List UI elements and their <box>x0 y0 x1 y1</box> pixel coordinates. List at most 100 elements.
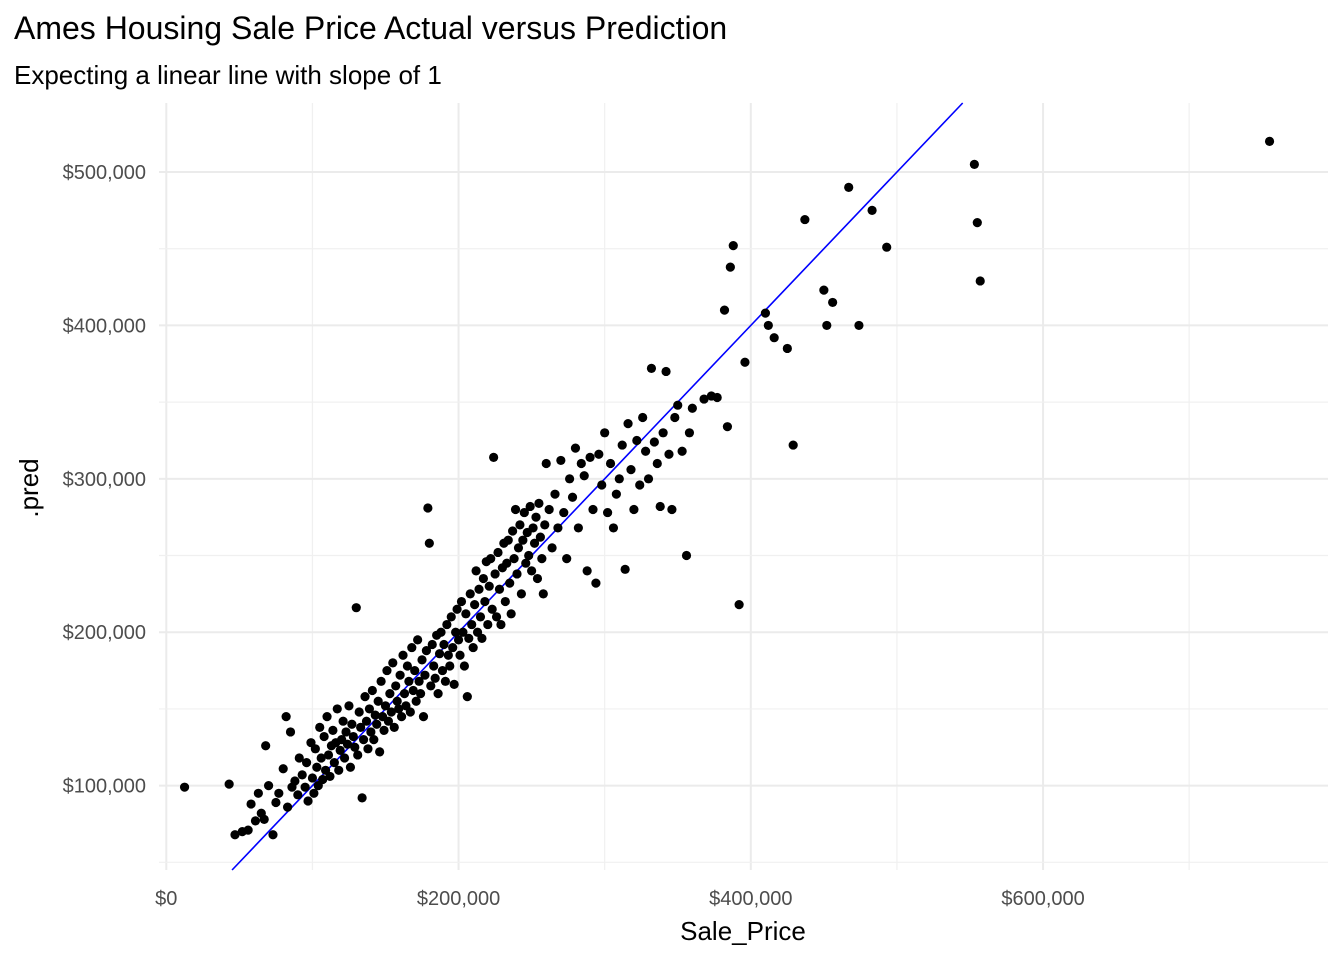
reference-line <box>231 102 964 871</box>
data-point <box>699 394 709 404</box>
data-point <box>445 661 455 671</box>
data-point <box>684 428 695 438</box>
data-point <box>261 741 271 751</box>
data-point <box>449 679 459 689</box>
data-point <box>547 543 557 553</box>
data-point <box>290 776 300 786</box>
data-point <box>646 363 657 373</box>
data-point <box>524 550 534 561</box>
data-point <box>332 704 342 714</box>
data-point <box>465 589 475 599</box>
data-point <box>532 573 543 584</box>
y-tick-label: $100,000 <box>63 776 146 798</box>
data-point <box>673 400 683 410</box>
data-point <box>760 308 771 318</box>
data-point <box>588 504 598 515</box>
data-point <box>535 532 545 542</box>
data-point <box>342 739 353 749</box>
data-point <box>357 793 367 803</box>
data-point <box>452 604 462 614</box>
data-point <box>494 584 505 594</box>
data-point <box>635 480 645 490</box>
data-point <box>399 688 410 699</box>
data-point <box>509 553 519 564</box>
data-point <box>297 770 307 780</box>
data-point <box>319 731 329 742</box>
data-point <box>456 596 467 607</box>
data-point <box>474 584 484 594</box>
data-point <box>433 688 443 699</box>
data-point <box>411 696 421 706</box>
data-point <box>282 802 293 812</box>
data-point <box>525 501 535 512</box>
data-point <box>407 642 417 653</box>
x-axis-title: Sale_Price <box>680 916 806 946</box>
data-point <box>281 712 291 722</box>
data-point <box>427 639 437 650</box>
data-point <box>475 612 486 622</box>
data-point <box>353 750 363 760</box>
data-point <box>385 688 395 699</box>
data-point <box>763 320 773 331</box>
data-point <box>585 452 595 462</box>
data-point <box>658 428 668 438</box>
data-point <box>420 670 430 680</box>
data-point <box>300 782 310 792</box>
data-point <box>354 707 364 717</box>
data-point <box>356 722 366 732</box>
data-point <box>478 573 488 584</box>
data-point <box>513 543 524 553</box>
data-point <box>769 333 779 343</box>
data-point <box>405 707 415 717</box>
data-point <box>719 305 730 315</box>
chart-title: Ames Housing Sale Price Actual versus Pr… <box>14 10 728 46</box>
data-point <box>573 523 583 533</box>
data-point <box>617 440 627 450</box>
data-point <box>383 716 394 726</box>
data-point <box>408 685 418 696</box>
data-point <box>854 320 864 331</box>
y-tick-label: $200,000 <box>63 622 146 644</box>
y-tick-label: $500,000 <box>63 162 146 184</box>
data-point <box>329 758 339 768</box>
data-point <box>467 619 477 630</box>
data-point <box>681 550 692 561</box>
data-point <box>338 716 348 726</box>
data-point <box>285 727 296 737</box>
data-point <box>436 627 446 637</box>
data-point <box>246 799 256 809</box>
data-point <box>293 790 303 800</box>
data-point <box>367 685 377 696</box>
x-tick-label: $600,000 <box>1001 888 1084 910</box>
data-point <box>307 773 318 783</box>
data-point <box>424 538 434 548</box>
data-point <box>534 498 544 508</box>
data-point <box>417 655 427 665</box>
data-point <box>347 719 357 729</box>
data-point <box>278 764 288 774</box>
data-point <box>448 642 458 653</box>
data-point <box>975 276 985 286</box>
data-point <box>614 474 624 484</box>
data-point <box>434 649 445 659</box>
data-point <box>335 745 345 755</box>
data-point <box>519 507 529 518</box>
data-point <box>358 735 369 745</box>
data-point <box>341 727 351 737</box>
data-point <box>418 712 429 722</box>
data-point <box>398 650 408 660</box>
data-point <box>649 437 659 447</box>
data-point <box>725 262 735 272</box>
data-point <box>503 535 513 545</box>
data-point <box>462 692 472 702</box>
data-point <box>567 492 578 502</box>
data-point <box>652 458 662 469</box>
data-point <box>844 182 854 192</box>
data-point <box>415 688 426 699</box>
data-point <box>740 357 750 367</box>
data-point <box>491 612 502 622</box>
data-point <box>620 564 630 574</box>
data-point <box>597 480 607 490</box>
reference-line-group <box>231 102 964 871</box>
